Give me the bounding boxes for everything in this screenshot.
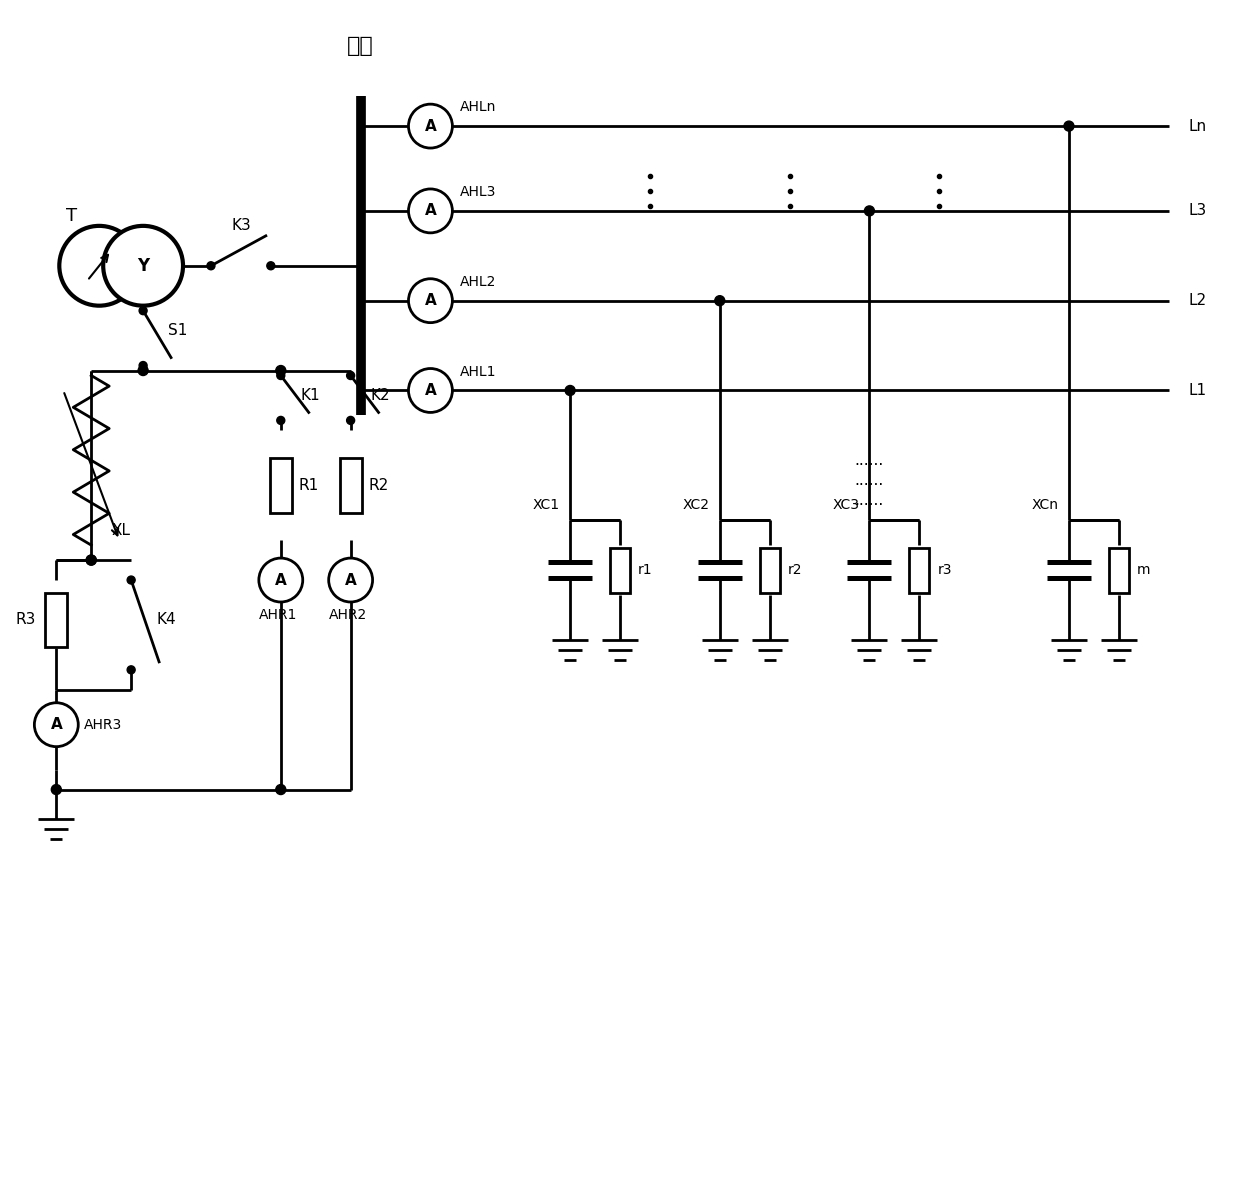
Circle shape [267, 261, 275, 270]
Text: A: A [51, 717, 62, 733]
Circle shape [87, 555, 97, 565]
Bar [270, 458, 291, 513]
Text: T: T [66, 206, 77, 225]
Circle shape [103, 225, 184, 305]
Text: A: A [275, 573, 286, 587]
Circle shape [329, 558, 372, 602]
Text: L2: L2 [1189, 293, 1207, 308]
Circle shape [138, 365, 148, 376]
Text: A: A [424, 383, 436, 398]
Text: R3: R3 [16, 612, 36, 628]
Circle shape [277, 371, 285, 379]
Circle shape [347, 371, 355, 379]
Circle shape [275, 365, 285, 376]
Text: AHL1: AHL1 [460, 365, 497, 378]
Text: XC2: XC2 [683, 499, 709, 512]
Circle shape [60, 225, 139, 305]
Text: ......: ...... [854, 472, 884, 488]
Text: K2: K2 [371, 388, 391, 403]
Circle shape [51, 785, 61, 795]
Bar [760, 548, 780, 593]
Circle shape [714, 296, 724, 305]
Circle shape [1064, 122, 1074, 131]
Circle shape [139, 307, 148, 315]
Text: AHR3: AHR3 [84, 718, 123, 731]
Text: XCn: XCn [1032, 499, 1059, 512]
Text: ......: ...... [854, 453, 884, 468]
Text: m: m [1137, 563, 1151, 577]
Text: Y: Y [138, 256, 149, 274]
Text: L3: L3 [1189, 203, 1207, 218]
Text: r1: r1 [637, 563, 652, 577]
Text: XC3: XC3 [832, 499, 859, 512]
Text: A: A [424, 293, 436, 308]
Circle shape [139, 361, 148, 370]
Text: L1: L1 [1189, 383, 1207, 398]
Circle shape [259, 558, 303, 602]
Circle shape [275, 785, 285, 795]
Text: AHR1: AHR1 [259, 608, 298, 622]
Text: r3: r3 [937, 563, 952, 577]
Text: AHL2: AHL2 [460, 274, 497, 289]
Circle shape [87, 555, 97, 565]
Circle shape [408, 188, 453, 233]
Text: r2: r2 [787, 563, 802, 577]
Text: A: A [424, 118, 436, 134]
Circle shape [35, 703, 78, 747]
Bar [610, 548, 630, 593]
Text: S1: S1 [169, 323, 187, 338]
Text: AHR2: AHR2 [329, 608, 367, 622]
Bar [909, 548, 929, 593]
Text: A: A [424, 203, 436, 218]
Bar [1109, 548, 1128, 593]
Circle shape [207, 261, 215, 270]
Circle shape [408, 104, 453, 148]
Circle shape [128, 666, 135, 674]
Text: AHLn: AHLn [460, 100, 497, 115]
Text: ......: ...... [854, 493, 884, 508]
Bar [46, 593, 67, 648]
Bar [340, 458, 362, 513]
Circle shape [864, 206, 874, 216]
Circle shape [408, 369, 453, 413]
Text: XL: XL [112, 523, 130, 538]
Circle shape [128, 576, 135, 585]
Text: 母线: 母线 [347, 36, 374, 56]
Circle shape [408, 279, 453, 322]
Text: Ln: Ln [1189, 118, 1207, 134]
Circle shape [565, 385, 575, 395]
Text: A: A [345, 573, 357, 587]
Text: R2: R2 [368, 477, 389, 493]
Text: K4: K4 [156, 612, 176, 628]
Text: R1: R1 [299, 477, 319, 493]
Circle shape [347, 416, 355, 425]
Text: K3: K3 [231, 218, 250, 234]
Text: K1: K1 [301, 388, 320, 403]
Text: AHL3: AHL3 [460, 185, 497, 199]
Circle shape [277, 416, 285, 425]
Text: XC1: XC1 [533, 499, 560, 512]
